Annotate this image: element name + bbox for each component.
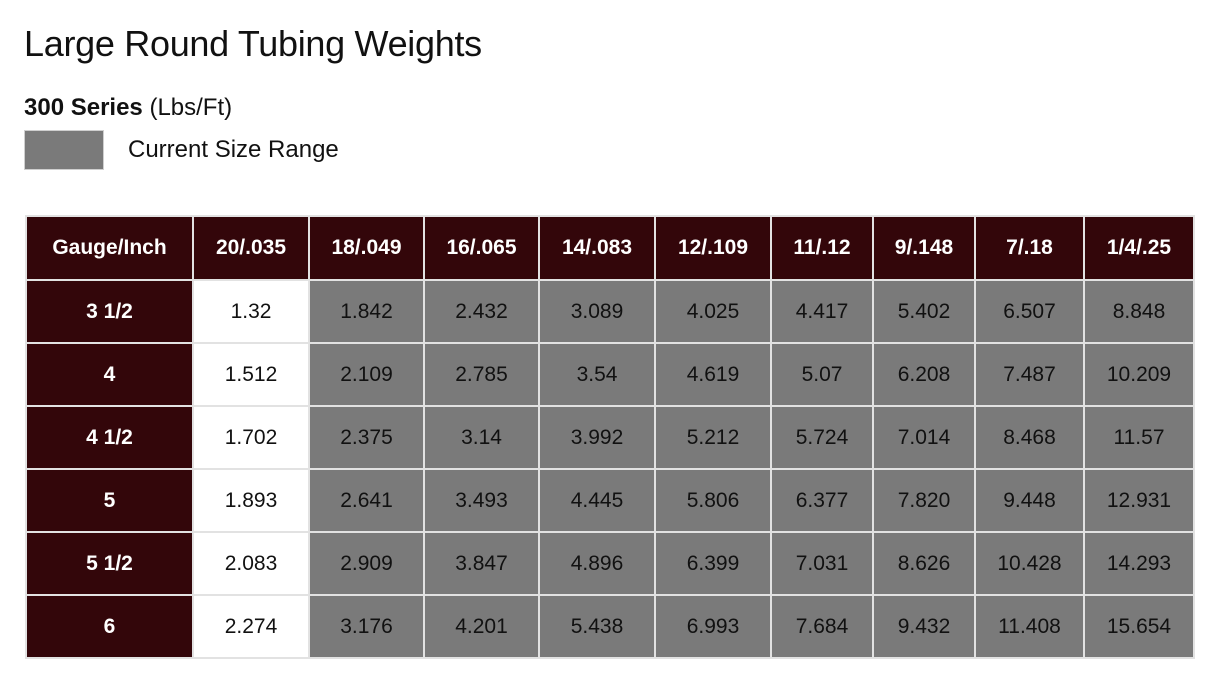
corner-header: Gauge/Inch <box>25 215 194 281</box>
legend: Current Size Range <box>24 130 339 170</box>
table-cell: 2.432 <box>423 279 540 344</box>
table-cell: 5.07 <box>770 342 874 407</box>
row-header: 4 1/2 <box>25 405 194 470</box>
table-cell: 7.487 <box>974 342 1085 407</box>
table-row: 3 1/2 1.32 1.842 2.432 3.089 4.025 4.417… <box>25 279 1195 344</box>
table-cell: 4.025 <box>654 279 772 344</box>
table-cell: 4.201 <box>423 594 540 659</box>
table-row: 6 2.274 3.176 4.201 5.438 6.993 7.684 9.… <box>25 594 1195 659</box>
table-cell: 3.847 <box>423 531 540 596</box>
table-cell: 8.626 <box>872 531 976 596</box>
series-label: 300 Series <box>24 94 143 121</box>
table-cell: 4.445 <box>538 468 656 533</box>
table-cell: 3.992 <box>538 405 656 470</box>
row-header: 5 1/2 <box>25 531 194 596</box>
table-body: 3 1/2 1.32 1.842 2.432 3.089 4.025 4.417… <box>25 279 1195 659</box>
column-header: 12/.109 <box>654 215 772 281</box>
legend-swatch <box>24 130 104 170</box>
table-cell: 5.724 <box>770 405 874 470</box>
subtitle: 300 Series (Lbs/Ft) <box>24 92 232 124</box>
table-cell: 2.375 <box>308 405 425 470</box>
legend-label: Current Size Range <box>128 136 339 163</box>
table-cell: 3.54 <box>538 342 656 407</box>
table-cell: 6.507 <box>974 279 1085 344</box>
table-cell: 7.684 <box>770 594 874 659</box>
table-cell: 10.209 <box>1083 342 1195 407</box>
table-cell: 2.274 <box>192 594 310 659</box>
column-header: 14/.083 <box>538 215 656 281</box>
column-header: 7/.18 <box>974 215 1085 281</box>
table-cell: 5.806 <box>654 468 772 533</box>
tubing-weights-table: Gauge/Inch 20/.035 18/.049 16/.065 14/.0… <box>25 215 1195 659</box>
table-cell: 5.438 <box>538 594 656 659</box>
table-row: 4 1/2 1.702 2.375 3.14 3.992 5.212 5.724… <box>25 405 1195 470</box>
column-header: 9/.148 <box>872 215 976 281</box>
table-cell: 6.208 <box>872 342 976 407</box>
table-cell: 6.993 <box>654 594 772 659</box>
table-cell: 2.109 <box>308 342 425 407</box>
table-cell: 7.820 <box>872 468 976 533</box>
table-cell: 4.619 <box>654 342 772 407</box>
table-cell: 10.428 <box>974 531 1085 596</box>
table-cell: 8.468 <box>974 405 1085 470</box>
table-cell: 1.702 <box>192 405 310 470</box>
table-cell: 15.654 <box>1083 594 1195 659</box>
row-header: 6 <box>25 594 194 659</box>
table-cell: 3.089 <box>538 279 656 344</box>
table-row: 4 1.512 2.109 2.785 3.54 4.619 5.07 6.20… <box>25 342 1195 407</box>
page-title: Large Round Tubing Weights <box>24 23 482 64</box>
table-cell: 1.32 <box>192 279 310 344</box>
table-cell: 1.512 <box>192 342 310 407</box>
unit-label: (Lbs/Ft) <box>149 94 233 121</box>
column-header: 18/.049 <box>308 215 425 281</box>
table-cell: 14.293 <box>1083 531 1195 596</box>
table-cell: 1.893 <box>192 468 310 533</box>
table-row: 5 1.893 2.641 3.493 4.445 5.806 6.377 7.… <box>25 468 1195 533</box>
table-cell: 5.402 <box>872 279 976 344</box>
table-cell: 2.083 <box>192 531 310 596</box>
row-header: 5 <box>25 468 194 533</box>
table-cell: 8.848 <box>1083 279 1195 344</box>
table-cell: 11.57 <box>1083 405 1195 470</box>
table-cell: 6.377 <box>770 468 874 533</box>
table-cell: 1.842 <box>308 279 425 344</box>
table-cell: 2.785 <box>423 342 540 407</box>
table-cell: 2.909 <box>308 531 425 596</box>
table-cell: 4.896 <box>538 531 656 596</box>
table-cell: 2.641 <box>308 468 425 533</box>
table-header: Gauge/Inch 20/.035 18/.049 16/.065 14/.0… <box>25 215 1195 281</box>
table-cell: 4.417 <box>770 279 874 344</box>
table-cell: 5.212 <box>654 405 772 470</box>
table-cell: 7.014 <box>872 405 976 470</box>
table-cell: 7.031 <box>770 531 874 596</box>
column-header: 20/.035 <box>192 215 310 281</box>
header-row: Gauge/Inch 20/.035 18/.049 16/.065 14/.0… <box>25 215 1195 281</box>
table-row: 5 1/2 2.083 2.909 3.847 4.896 6.399 7.03… <box>25 531 1195 596</box>
row-header: 4 <box>25 342 194 407</box>
table-cell: 9.448 <box>974 468 1085 533</box>
table-cell: 12.931 <box>1083 468 1195 533</box>
table-cell: 11.408 <box>974 594 1085 659</box>
table-cell: 3.176 <box>308 594 425 659</box>
table-cell: 3.14 <box>423 405 540 470</box>
column-header: 11/.12 <box>770 215 874 281</box>
table-cell: 3.493 <box>423 468 540 533</box>
table-cell: 9.432 <box>872 594 976 659</box>
row-header: 3 1/2 <box>25 279 194 344</box>
column-header: 16/.065 <box>423 215 540 281</box>
table-cell: 6.399 <box>654 531 772 596</box>
column-header: 1/4/.25 <box>1083 215 1195 281</box>
